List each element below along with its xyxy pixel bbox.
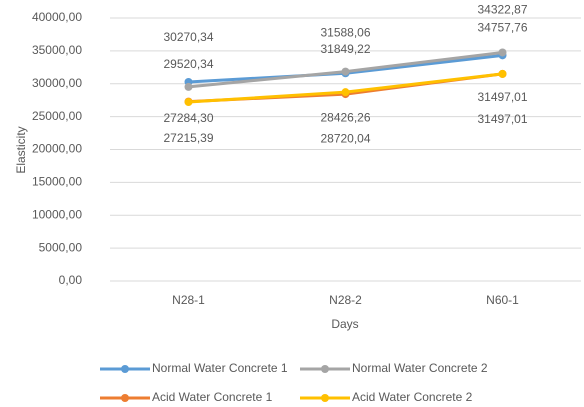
y-tick-label: 5000,00	[39, 240, 83, 254]
data-label: 34757,76	[477, 21, 527, 35]
x-tick-label: N60-1	[486, 293, 519, 307]
marker	[341, 67, 350, 76]
x-tick-label: N28-1	[172, 293, 205, 307]
data-label: 31497,01	[477, 112, 527, 126]
marker	[184, 82, 193, 91]
legend-label: Normal Water Concrete 2	[352, 361, 488, 375]
data-label: 31849,22	[320, 42, 370, 56]
data-label: 29520,34	[163, 57, 213, 71]
y-tick-label: 40000,00	[32, 10, 82, 24]
marker	[498, 48, 507, 57]
marker	[184, 98, 193, 107]
data-label: 31497,01	[477, 90, 527, 104]
data-label: 30270,34	[163, 30, 213, 44]
data-label: 27215,39	[163, 131, 213, 145]
legend-label: Acid Water Concrete 2	[352, 390, 473, 404]
y-tick-label: 35000,00	[32, 43, 82, 57]
legend-label: Normal Water Concrete 1	[152, 361, 288, 375]
y-tick-label: 30000,00	[32, 76, 82, 90]
y-axis-label: Elasticity	[14, 126, 28, 173]
marker	[341, 88, 350, 97]
data-label: 34322,87	[477, 2, 527, 16]
x-tick-label: N28-2	[329, 293, 362, 307]
legend-marker	[121, 365, 129, 373]
legend-label: Acid Water Concrete 1	[152, 390, 273, 404]
legend-marker	[321, 394, 329, 402]
data-label: 28426,26	[320, 110, 370, 124]
y-tick-label: 10000,00	[32, 207, 82, 221]
x-axis-label: Days	[331, 317, 358, 331]
legend-marker	[121, 394, 129, 402]
marker	[498, 69, 507, 78]
y-tick-label: 20000,00	[32, 142, 82, 156]
data-label: 28720,04	[320, 131, 370, 145]
data-label: 31588,06	[320, 25, 370, 39]
data-label: 27284,30	[163, 111, 213, 125]
y-tick-label: 25000,00	[32, 109, 82, 123]
y-tick-label: 0,00	[59, 273, 83, 287]
y-tick-label: 15000,00	[32, 175, 82, 189]
legend-marker	[321, 365, 329, 373]
